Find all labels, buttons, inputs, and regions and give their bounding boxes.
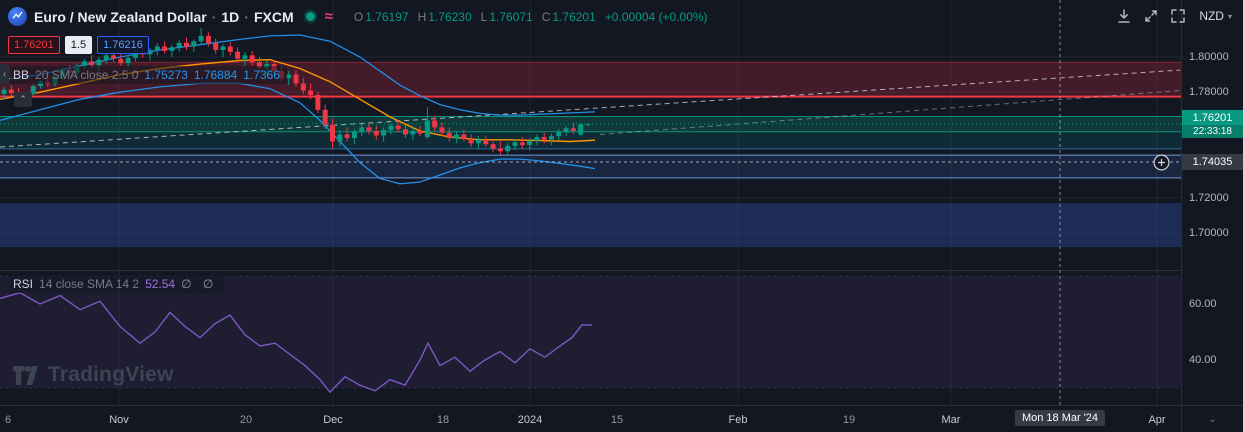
rsi-empty-values: ∅ ∅: [181, 277, 218, 291]
separator-dot: ·: [211, 8, 217, 25]
chevron-left-icon[interactable]: ‹: [0, 64, 9, 84]
rsi-indicator-legend[interactable]: RSI 14 close SMA 14 2 52.54 ∅ ∅: [10, 275, 225, 293]
rsi-value: 52.54: [145, 277, 176, 291]
time-axis-label: Nov: [109, 414, 129, 426]
time-axis-label: 19: [842, 414, 856, 426]
open-value: 1.76197: [365, 9, 409, 24]
rsi-params: 14 close SMA 14 2: [39, 277, 140, 291]
ideas-squiggle-icon[interactable]: ≈: [324, 8, 333, 25]
time-axis-label: Apr: [1148, 414, 1166, 426]
rsi-axis-label: 60.00: [1189, 298, 1217, 310]
symbol-title[interactable]: Euro / New Zealand Dollar: [34, 8, 207, 25]
exchange-label[interactable]: FXCM: [253, 8, 294, 25]
high-value: 1.76230: [428, 9, 472, 24]
price-axis-label: 1.80000: [1189, 51, 1229, 64]
time-axis-label: 20: [239, 414, 253, 426]
close-label: C: [541, 9, 551, 24]
price-flag-row: 1.76201 1.5 1.76216: [8, 36, 149, 54]
time-axis[interactable]: Mon 18 Mar '24 6 Nov 20 Dec 18 2024 15 Feb 19 Mar…: [0, 405, 1181, 432]
time-axis-label: Feb: [728, 414, 748, 426]
last-price-badge: 1.76201 22:33:18: [1182, 110, 1243, 139]
risk-ratio-flag[interactable]: 1.5: [64, 36, 93, 54]
crosshair-price-badge: 1.74035: [1182, 154, 1243, 171]
symbol-logo-icon: [8, 7, 27, 26]
time-axis-label: 15: [610, 414, 624, 426]
arrow-down-to-line-icon: [1118, 9, 1131, 23]
bb-indicator-legend[interactable]: BB 20 SMA close 2.5 0 1.75273 1.76884 1.…: [10, 66, 287, 84]
collapse-legend-button[interactable]: ⌃: [14, 92, 32, 107]
bb-upper-value: 1.76884: [193, 68, 238, 82]
time-axis-label: 6: [4, 414, 12, 426]
market-status-icon[interactable]: [305, 12, 315, 21]
time-axis-label: Mar: [941, 414, 961, 426]
price-axis-label: 1.70000: [1189, 227, 1229, 240]
axis-corner-cell[interactable]: ⌄: [1181, 405, 1243, 432]
time-axis-label: Dec: [323, 414, 343, 426]
separator-dot: ·: [244, 8, 249, 25]
bb-params: 20 SMA close 2.5 0: [35, 68, 139, 82]
reset-scale-button[interactable]: [1139, 5, 1163, 27]
interval-label[interactable]: 1D: [221, 8, 240, 25]
chart-canvas[interactable]: [0, 0, 1181, 405]
close-value: 1.76201: [552, 9, 596, 24]
currency-dropdown[interactable]: NZD ▾: [1193, 7, 1238, 25]
price-axis-label: 1.78000: [1189, 86, 1229, 99]
rsi-name: RSI: [13, 277, 34, 291]
last-price-value: 1.76201: [1192, 112, 1233, 125]
diagonal-arrows-icon: [1145, 10, 1158, 22]
chart-legend-header: Euro / New Zealand Dollar · 1D · FXCM ≈ …: [8, 7, 708, 26]
scroll-to-recent-button[interactable]: [1112, 5, 1136, 27]
bb-basis-value: 1.75273: [144, 68, 188, 82]
low-label: L: [480, 9, 488, 24]
bb-lower-value: 1.7366: [243, 68, 280, 82]
bar-countdown: 22:33:18: [1182, 125, 1243, 139]
low-value: 1.76071: [489, 9, 533, 24]
rsi-axis-label: 40.00: [1189, 354, 1217, 366]
ohlc-readout: O 1.76197 H 1.76230 L 1.76071 C 1.76201 +0.0…: [347, 10, 708, 24]
crosshair-time-badge: Mon 18 Mar '24: [1014, 410, 1106, 426]
tradingview-watermark: TradingView: [12, 363, 174, 387]
currency-label: NZD: [1199, 9, 1224, 23]
chart-quick-controls: NZD ▾: [1112, 5, 1238, 27]
fullscreen-icon: [1171, 9, 1186, 23]
price-flag-red[interactable]: 1.76201: [8, 36, 60, 54]
price-axis-label: 1.72000: [1189, 191, 1229, 204]
time-axis-label: 18: [436, 414, 450, 426]
open-label: O: [353, 9, 364, 24]
bb-name: BB: [13, 68, 30, 82]
price-flag-blue[interactable]: 1.76216: [97, 36, 149, 54]
price-axis[interactable]: 1.76201 22:33:18 1.74035 1.80000 1.78000 1…: [1181, 0, 1243, 405]
chevron-down-icon: ▾: [1227, 11, 1232, 21]
high-label: H: [417, 9, 427, 24]
add-alert-target-icon[interactable]: [1153, 154, 1170, 171]
fullscreen-button[interactable]: [1166, 5, 1190, 27]
watermark-text: TradingView: [48, 363, 174, 386]
change-value: +0.00004 (+0.00%): [604, 9, 708, 24]
chevron-up-icon: ⌃: [19, 94, 27, 104]
tradingview-logo-icon: [13, 365, 38, 385]
time-axis-label: 2024: [517, 414, 543, 426]
chevron-down-icon: ⌄: [1208, 413, 1217, 425]
